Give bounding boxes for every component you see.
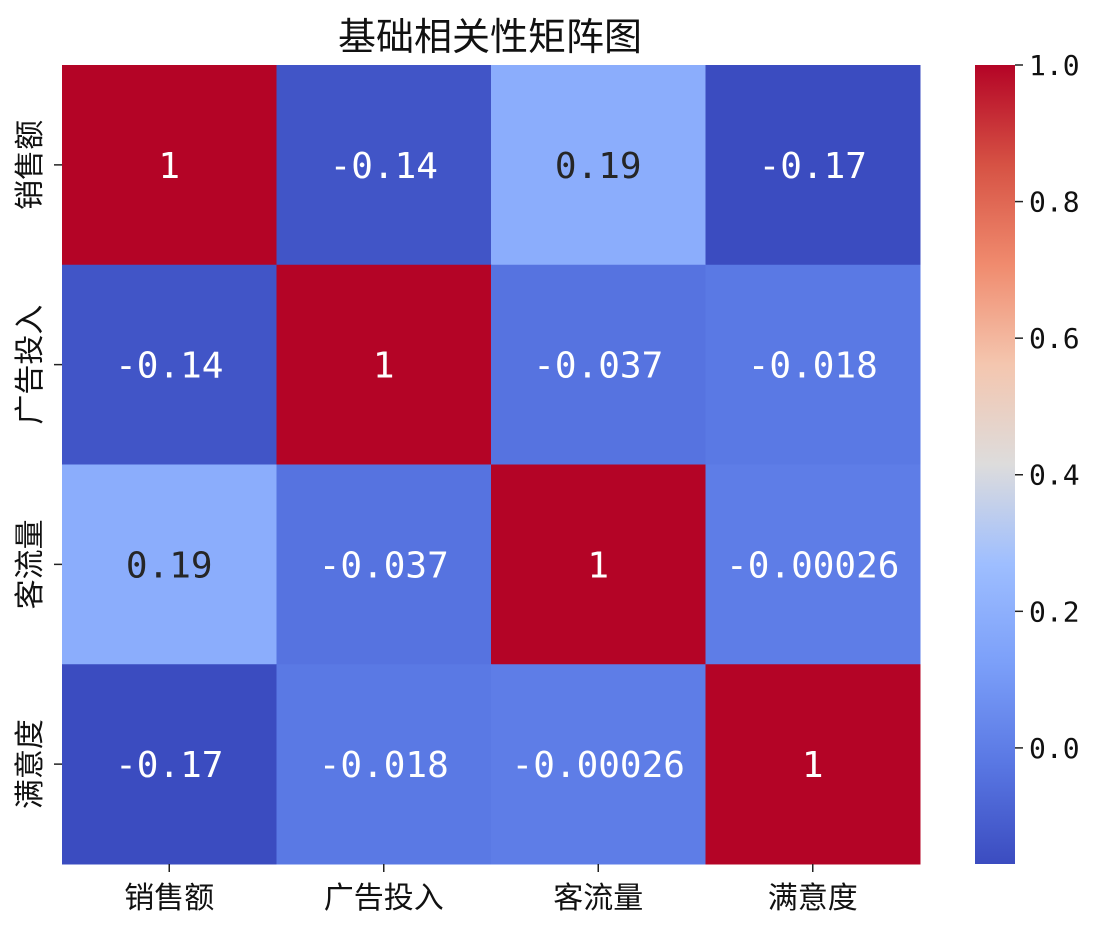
y-tick-label: 销售额 <box>13 120 48 210</box>
heatmap-cell <box>491 464 706 665</box>
cell-value-label: -0.14 <box>115 346 223 387</box>
heatmap-cell <box>276 264 492 465</box>
heatmap-cells: 1 -0.14 0.19 -0.17 -0.14 1 -0.037 -0.018 0.19 -0.… <box>62 65 921 865</box>
cell-value-label: -0.00026 <box>512 745 685 786</box>
cell-value-label: -0.14 <box>330 146 438 187</box>
cell-value-label: -0.018 <box>319 745 449 786</box>
heatmap-cell <box>705 264 921 465</box>
chart-title: 基础相关性矩阵图 <box>338 15 642 59</box>
heatmap-cell <box>276 65 492 266</box>
cell-value-label: 1 <box>587 545 609 586</box>
x-tick-label: 客流量 <box>553 881 643 916</box>
cell-value-label: 0.19 <box>555 146 642 187</box>
colorbar-tick-label: 0.8 <box>1029 186 1080 219</box>
cell-value-label: 1 <box>802 745 824 786</box>
heatmap-cell <box>491 65 706 266</box>
x-tick-label: 满意度 <box>768 881 858 916</box>
cell-value-label: -0.00026 <box>726 545 899 586</box>
cell-value-label: 1 <box>158 146 180 187</box>
y-tick-label: 满意度 <box>13 719 48 809</box>
heatmap-cell <box>62 65 277 266</box>
x-tick-label: 销售额 <box>124 881 214 916</box>
heatmap-cell <box>491 264 706 465</box>
cell-value-label: -0.018 <box>748 346 878 387</box>
heatmap-cell <box>276 464 492 665</box>
colorbar-tick-label: 0.6 <box>1029 322 1080 355</box>
cell-value-label: -0.17 <box>115 745 223 786</box>
heatmap-cell <box>705 664 921 865</box>
x-tick-label: 广告投入 <box>324 881 444 916</box>
colorbar-tick-label: 0.4 <box>1029 459 1080 492</box>
heatmap-cell <box>62 464 277 665</box>
colorbar-gradient <box>975 65 1015 864</box>
heatmap-cell <box>276 664 492 865</box>
x-axis: 销售额 广告投入 客流量 满意度 <box>124 864 858 916</box>
colorbar-tick-label: 0.0 <box>1029 732 1080 765</box>
colorbar: 0.0 0.2 0.4 0.6 0.8 1.0 <box>975 49 1080 864</box>
heatmap-cell <box>491 664 706 865</box>
cell-value-label: -0.17 <box>759 146 867 187</box>
cell-value-label: 1 <box>373 346 395 387</box>
heatmap-cell <box>62 664 277 865</box>
cell-value-label: -0.037 <box>533 346 663 387</box>
cell-value-label: 0.19 <box>126 545 213 586</box>
y-tick-label: 广告投入 <box>13 305 48 425</box>
y-tick-label: 客流量 <box>13 519 48 609</box>
heatmap-cell <box>705 65 921 266</box>
cell-value-label: -0.037 <box>319 545 449 586</box>
colorbar-tick-label: 0.2 <box>1029 595 1080 628</box>
heatmap-cell <box>62 264 277 465</box>
heatmap-cell <box>705 464 921 665</box>
colorbar-tick-label: 1.0 <box>1029 49 1080 82</box>
